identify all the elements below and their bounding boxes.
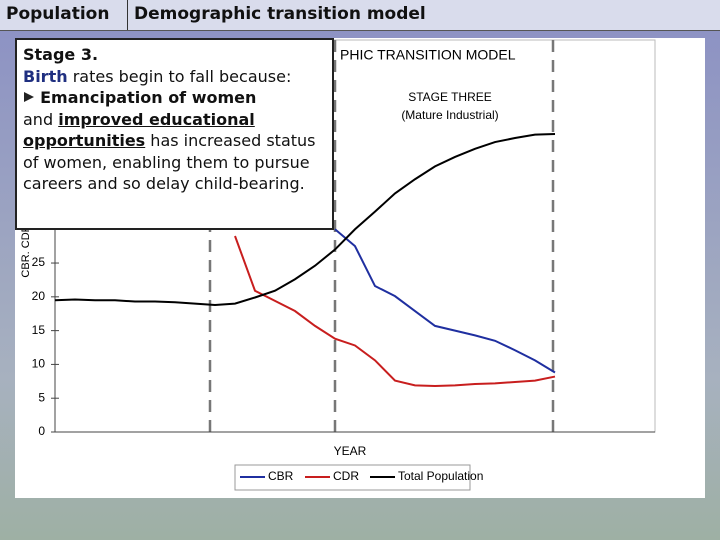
text: improved educational opportunities [23, 109, 255, 151]
bullet: Emancipation of women [23, 87, 326, 109]
legend-label: CBR [268, 469, 294, 483]
text: and [23, 109, 54, 129]
text: rates begin to fall because: [72, 66, 292, 86]
text-box: Stage 3. Birth rates begin to fall becau… [15, 38, 334, 230]
series-line [234, 235, 556, 388]
y-tick-label: 25 [32, 255, 46, 269]
paragraph: and improved educational opportunities h… [23, 109, 326, 195]
series-line [54, 132, 556, 306]
x-axis-label: YEAR [334, 444, 367, 458]
legend [234, 464, 471, 491]
y-tick-label: 0 [38, 424, 45, 438]
slide-title: Demographic transition model [134, 4, 426, 24]
stage-sublabel: (Mature Industrial) [401, 108, 498, 122]
y-tick-label: 15 [32, 323, 46, 337]
line: Birth rates begin to fall because: [23, 66, 326, 88]
text: has increased status of women, enabling … [23, 131, 316, 193]
stage-title: Stage 3. [23, 45, 99, 64]
legend-label: Total Population [398, 469, 483, 483]
section-label: Population [6, 4, 110, 24]
y-tick-label: 20 [32, 289, 46, 303]
separator [127, 0, 128, 30]
header: Population Demographic transition model [0, 0, 720, 31]
bullet-icon [24, 92, 34, 102]
y-tick-label: 5 [38, 390, 45, 404]
series-line [334, 228, 556, 374]
lead-word: Birth [23, 66, 68, 86]
text: Emancipation of women [40, 88, 257, 107]
legend-label: CDR [333, 469, 359, 483]
chart-title: PHIC TRANSITION MODEL [340, 47, 516, 63]
stage-label: STAGE THREE [408, 90, 492, 104]
y-tick-label: 10 [32, 357, 46, 371]
